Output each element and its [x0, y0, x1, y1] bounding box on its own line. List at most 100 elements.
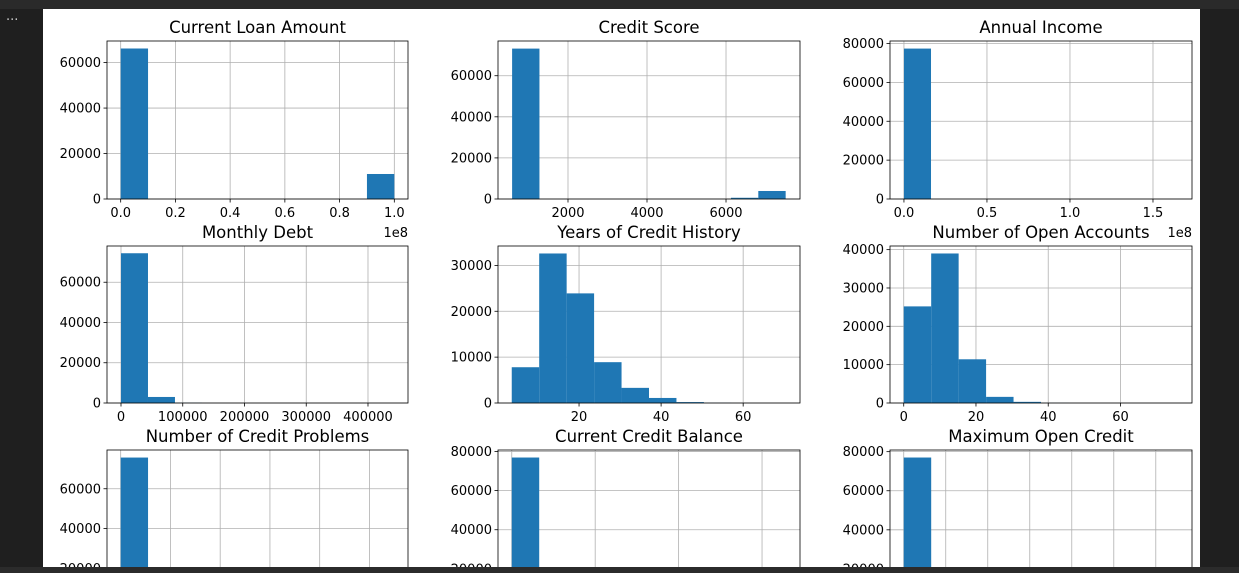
- axes-frame: [106, 40, 409, 200]
- bar: [120, 48, 149, 199]
- y-tick-label: 20000: [451, 151, 492, 166]
- bar: [120, 253, 148, 403]
- axes-frame: [497, 40, 801, 200]
- y-tick-label: 60000: [60, 276, 101, 291]
- x-tick-label: 300000: [281, 410, 331, 425]
- bar: [931, 253, 959, 403]
- bar: [958, 359, 987, 403]
- bar: [758, 190, 786, 199]
- y-tick-label: 0: [93, 193, 101, 208]
- x-tick-label: 0.4: [220, 206, 241, 221]
- y-tick-label: 40000: [60, 522, 101, 537]
- y-tick-label: 80000: [451, 445, 492, 460]
- y-tick-label: 20000: [60, 356, 101, 371]
- chart-title: Current Credit Balance: [555, 427, 743, 446]
- bar: [120, 457, 149, 573]
- x-tick-label: 40: [653, 410, 670, 425]
- axes-frame: [106, 245, 409, 404]
- subplot: 200004000060000Number of Credit Problems: [60, 427, 409, 573]
- x-tick-label: 1.0: [1060, 206, 1081, 221]
- x-offset-label: 1e8: [383, 226, 408, 241]
- y-tick-label: 40000: [843, 243, 884, 258]
- x-tick-label: 60: [735, 410, 752, 425]
- right-margin: [1200, 9, 1239, 567]
- y-tick-label: 60000: [843, 76, 884, 91]
- axes-frame: [889, 449, 1193, 573]
- y-tick-label: 80000: [843, 37, 884, 52]
- y-tick-label: 60000: [451, 69, 492, 84]
- bar: [512, 48, 540, 199]
- x-tick-label: 0.8: [329, 206, 350, 221]
- subplot: 0.0 0.2 0.4 0.6 0.8 1.0 0 20000 40000 60000 Curren…: [60, 18, 409, 241]
- y-tick-label: 0: [484, 193, 492, 208]
- x-tick-label: 100000: [158, 410, 208, 425]
- x-tick-label: 400000: [343, 410, 393, 425]
- x-tick-label: 0.0: [110, 206, 131, 221]
- y-tick-label: 60000: [60, 482, 101, 497]
- x-tick-label: 0: [900, 410, 908, 425]
- more-button[interactable]: ...: [6, 9, 18, 24]
- y-tick-label: 0: [876, 193, 884, 208]
- subplot: 0 20 40 60 0 10000 20000 30000 40000 Number of Op…: [843, 223, 1193, 425]
- x-tick-label: 20: [968, 410, 985, 425]
- top-bar: [0, 0, 1239, 9]
- chart-title: Current Loan Amount: [169, 18, 346, 37]
- x-tick-label: 1.5: [1143, 206, 1164, 221]
- y-tick-label: 20000: [843, 154, 884, 169]
- y-tick-label: 10000: [451, 351, 492, 366]
- x-tick-label: 20: [571, 410, 588, 425]
- subplot: 0 100000 200000 300000 400000 0 20000 40000 6000…: [60, 223, 409, 425]
- y-tick-label: 20000: [60, 147, 101, 162]
- figure: 0.0 0.2 0.4 0.6 0.8 1.00200004000060000Curren…: [60, 18, 1193, 573]
- chart-title: Maximum Open Credit: [948, 427, 1134, 446]
- y-tick-label: 60000: [60, 56, 101, 71]
- x-tick-label: 0.0: [894, 206, 915, 221]
- bar: [986, 396, 1014, 403]
- axes-frame: [497, 449, 801, 573]
- chart-title: Number of Credit Problems: [146, 427, 370, 446]
- x-tick-label: 60: [1112, 410, 1129, 425]
- y-tick-label: 40000: [451, 523, 492, 538]
- subplot: 0.0 0.5 1.0 1.5 0 20000 40000 60000 80000 Annual …: [843, 18, 1193, 241]
- y-tick-label: 40000: [843, 523, 884, 538]
- x-tick-label: 0.6: [275, 206, 296, 221]
- x-tick-label: 40: [1040, 410, 1057, 425]
- y-tick-label: 40000: [60, 102, 101, 117]
- x-tick-label: 2000: [551, 206, 584, 221]
- chart-title: Credit Score: [598, 18, 699, 37]
- bottom-bar: [0, 567, 1239, 573]
- chart-title: Annual Income: [979, 18, 1102, 37]
- y-tick-label: 0: [93, 397, 101, 412]
- bar: [511, 367, 540, 403]
- y-tick-label: 30000: [843, 281, 884, 296]
- x-tick-label: 0.5: [977, 206, 998, 221]
- y-tick-label: 0: [876, 397, 884, 412]
- bar: [903, 306, 932, 403]
- x-tick-label: 0.2: [165, 206, 186, 221]
- y-tick-label: 80000: [843, 445, 884, 460]
- chart-title: Monthly Debt: [202, 223, 314, 242]
- x-tick-label: 6000: [709, 206, 742, 221]
- y-tick-label: 40000: [60, 316, 101, 331]
- x-offset-label: 1e8: [1167, 226, 1192, 241]
- y-tick-label: 60000: [451, 484, 492, 499]
- x-tick-label: 4000: [630, 206, 663, 221]
- bar: [566, 293, 595, 403]
- bar: [903, 48, 932, 200]
- bar: [903, 457, 932, 573]
- bar: [594, 362, 622, 403]
- axes-frame: [889, 40, 1193, 200]
- y-tick-label: 20000: [843, 320, 884, 335]
- bar: [621, 387, 649, 403]
- y-tick-label: 60000: [843, 484, 884, 499]
- bar: [147, 396, 175, 403]
- y-tick-label: 0: [484, 397, 492, 412]
- x-tick-label: 1.0: [384, 206, 405, 221]
- chart-title: Years of Credit History: [556, 223, 741, 242]
- bar: [366, 173, 395, 199]
- subplot: 20000400006000080000Current Credit Balan…: [451, 427, 801, 573]
- axes-frame: [889, 245, 1193, 404]
